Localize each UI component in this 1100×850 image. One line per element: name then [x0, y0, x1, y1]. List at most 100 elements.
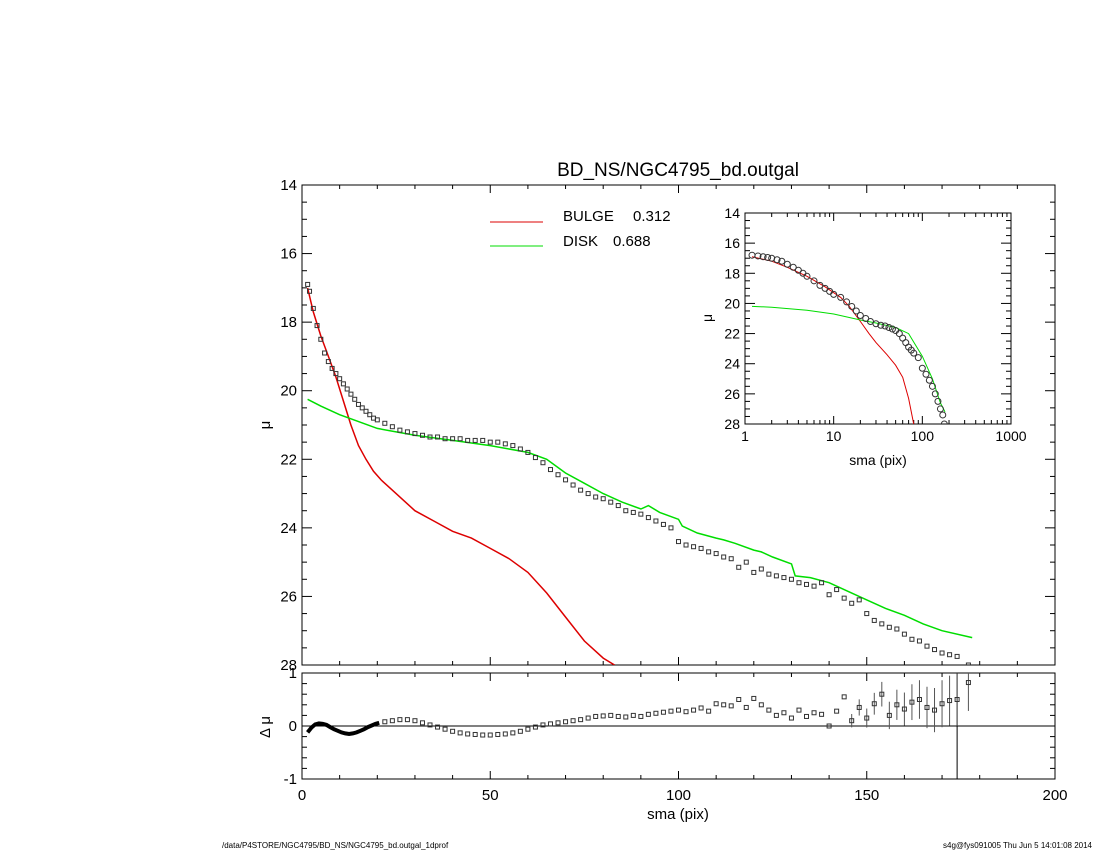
main-data-point — [924, 643, 930, 649]
residual-data-point — [480, 732, 486, 738]
main-data-point — [886, 624, 892, 630]
residual-data-point — [811, 710, 817, 716]
main-data-point — [947, 652, 953, 658]
residual-data-point — [419, 720, 425, 726]
main-data-point — [954, 653, 960, 659]
inset-y-axis-label: μ — [699, 314, 715, 322]
main-data-point — [435, 434, 441, 440]
residual-data-point — [502, 731, 508, 737]
inset-data-point — [895, 330, 903, 338]
residual-data-point — [728, 703, 734, 709]
main-data-point — [668, 525, 674, 531]
inset-data-point — [888, 325, 896, 333]
residual-data-point — [713, 701, 719, 707]
residual-data-point — [547, 721, 553, 727]
residual-data-point — [532, 724, 538, 730]
inset-data-point — [759, 253, 767, 261]
residual-data-point — [965, 680, 971, 686]
main-data-point — [472, 437, 478, 443]
residual-data-point — [856, 704, 862, 710]
inset-y-tick-label: 26 — [724, 386, 740, 402]
main-data-point — [578, 487, 584, 493]
inset-y-tick-label: 22 — [724, 326, 740, 342]
residual-data-point — [382, 719, 388, 725]
main-data-point — [608, 499, 614, 505]
main-data-point — [600, 496, 606, 502]
main-data-point — [307, 288, 313, 294]
residual-y-tick-label: 1 — [289, 665, 297, 682]
main-data-point — [419, 432, 425, 438]
residual-data-point — [630, 712, 636, 718]
residual-data-point — [924, 704, 930, 710]
main-data-point — [879, 621, 885, 627]
main-data-point — [310, 305, 316, 311]
main-y-tick-label: 28 — [280, 657, 297, 674]
main-data-point — [367, 412, 373, 418]
residual-data-point — [412, 718, 418, 724]
inset-data-point — [914, 354, 922, 362]
main-data-point — [939, 650, 945, 656]
residual-data-point — [691, 707, 697, 713]
main-y-tick-label: 22 — [280, 451, 297, 468]
inset-y-tick-label: 18 — [724, 265, 740, 281]
residual-data-point — [954, 697, 960, 702]
legend-bulge-value: 0.312 — [633, 208, 671, 225]
legend: BULGE 0.312 DISK 0.688 — [490, 208, 671, 250]
main-data-point — [585, 491, 591, 497]
main-data-point — [781, 575, 787, 581]
main-data-point — [352, 396, 358, 402]
main-data-point — [766, 571, 772, 577]
inset-x-tick-label: 100 — [911, 428, 935, 444]
main-data-point — [728, 556, 734, 562]
main-data-point — [389, 424, 395, 430]
inset-data-point — [931, 390, 939, 398]
residual-data-point — [698, 705, 704, 711]
inset-data-point — [843, 298, 851, 306]
residual-y-axis-label: Δ μ — [257, 716, 274, 738]
main-profile-panel: 14 16 18 20 22 24 26 28 — [280, 177, 1056, 674]
inset-data-point — [885, 324, 893, 332]
main-data-point — [540, 460, 546, 466]
main-data-point — [555, 472, 561, 478]
main-data-point — [337, 376, 343, 382]
main-data-point — [965, 662, 971, 665]
inset-data-point — [856, 311, 864, 319]
residual-data-point — [615, 713, 621, 719]
main-data-point — [660, 521, 666, 527]
inset-data-point — [778, 257, 786, 265]
residual-data-point — [397, 717, 403, 723]
legend-disk-value: 0.688 — [613, 233, 651, 250]
main-data-point — [502, 441, 508, 447]
residual-data-point — [563, 719, 569, 725]
residual-data-point — [683, 709, 689, 715]
main-data-point — [758, 566, 764, 572]
residual-data-point — [773, 712, 779, 718]
main-y-tick-label: 18 — [280, 314, 297, 331]
residual-data-point — [909, 699, 915, 705]
inset-data-point — [837, 293, 845, 301]
inset-data-point — [848, 302, 856, 310]
main-data-point — [355, 401, 361, 407]
residual-data-point — [450, 728, 456, 734]
main-data-point — [340, 381, 346, 387]
residual-x-tick-label: 50 — [482, 787, 499, 804]
main-data-point — [487, 439, 493, 445]
residual-data-point — [608, 712, 614, 718]
residual-data-point — [894, 702, 900, 708]
main-data-point — [359, 405, 365, 411]
residual-data-point — [676, 707, 681, 713]
main-data-point — [706, 549, 712, 555]
residual-data-point — [435, 724, 441, 730]
residual-x-tick-label: 200 — [1042, 787, 1067, 804]
residual-data-point — [804, 713, 810, 719]
inset-series-1-line — [751, 305, 946, 413]
main-data-point — [909, 636, 915, 642]
main-data-point — [773, 573, 779, 579]
main-data-point — [570, 482, 576, 488]
main-data-point — [834, 587, 840, 593]
legend-disk-label: DISK — [563, 233, 598, 250]
main-data-point — [525, 449, 531, 455]
main-data-point — [751, 569, 757, 575]
